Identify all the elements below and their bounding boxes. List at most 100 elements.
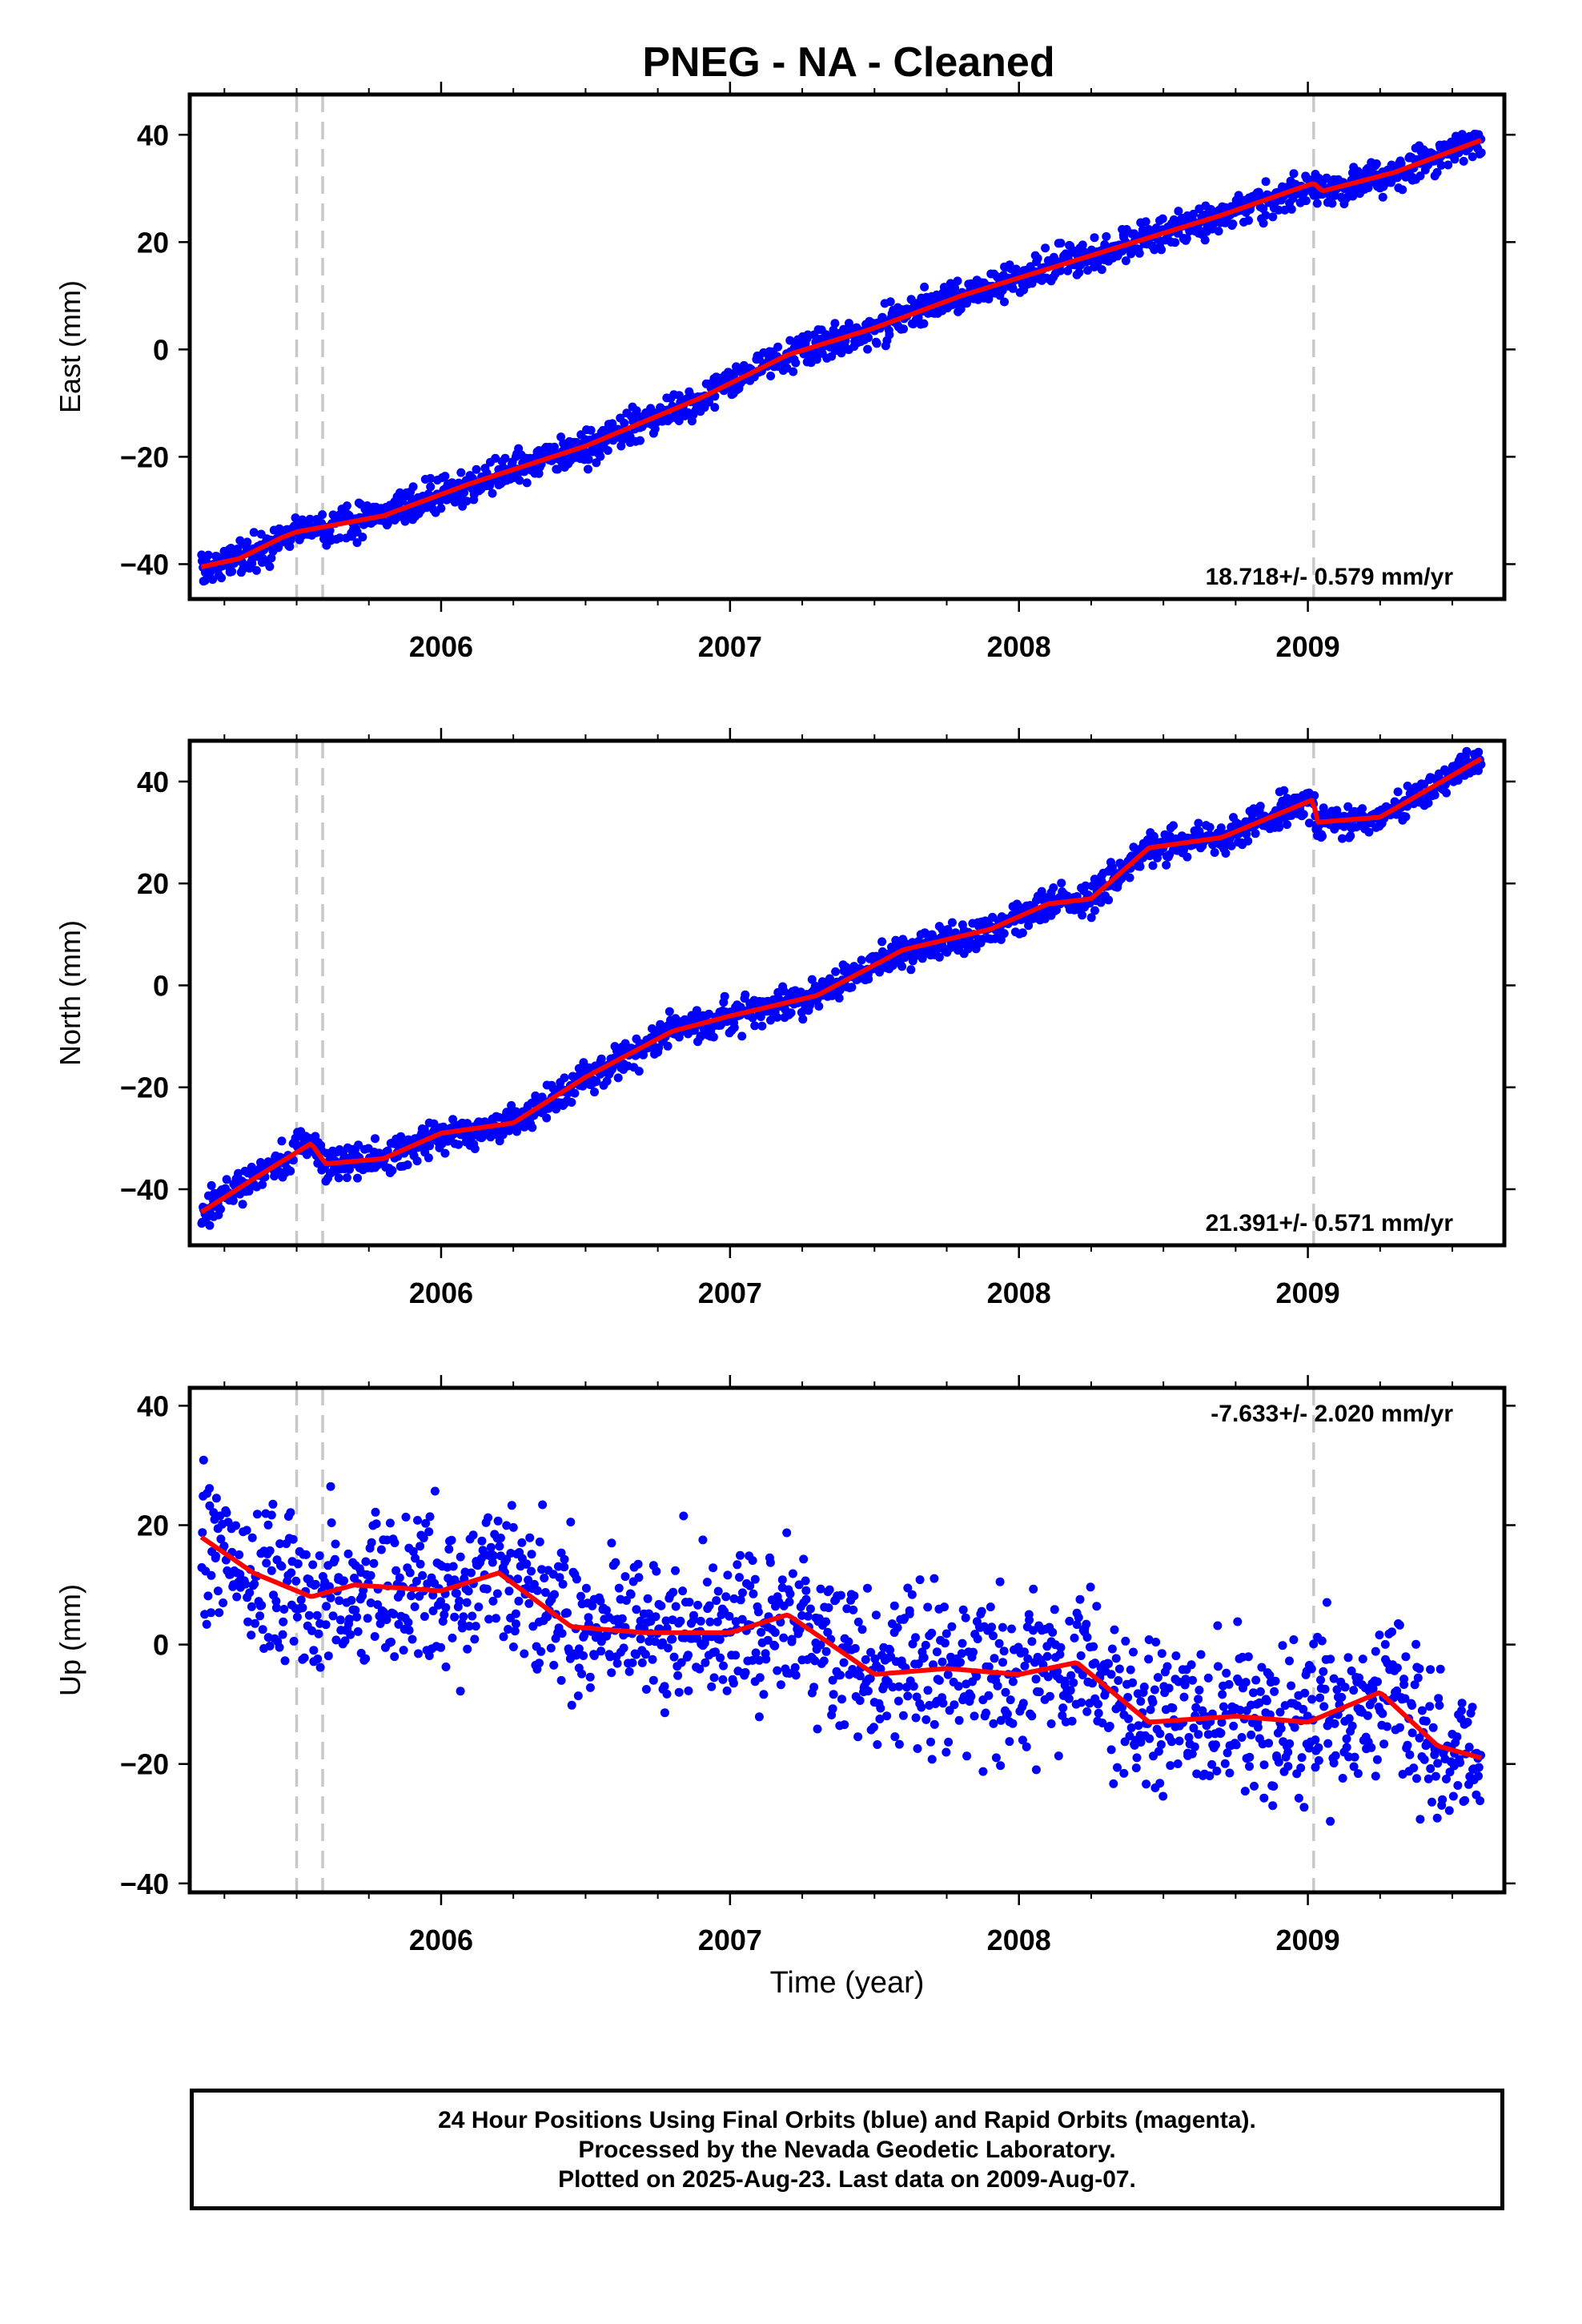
data-point [716, 1653, 725, 1663]
data-point [1090, 233, 1099, 243]
data-point [585, 1683, 595, 1692]
data-point [441, 1602, 451, 1612]
data-point [840, 1720, 849, 1730]
data-point [912, 1692, 921, 1702]
data-point [650, 424, 660, 434]
data-point [920, 282, 930, 292]
data-point [1409, 1763, 1419, 1773]
data-point [1174, 1677, 1183, 1687]
data-point [612, 1659, 622, 1668]
data-point [1212, 1767, 1222, 1775]
data-point [913, 313, 923, 323]
data-point [814, 1614, 824, 1623]
data-point [844, 1637, 853, 1647]
data-point [257, 1601, 267, 1610]
data-point [457, 1618, 467, 1628]
data-point [605, 1652, 615, 1662]
data-point [812, 355, 821, 364]
data-point [598, 425, 608, 435]
data-point [1457, 1706, 1466, 1715]
data-point [484, 1513, 493, 1522]
data-point [535, 1659, 544, 1668]
data-point [733, 1560, 742, 1570]
data-point [602, 1076, 612, 1086]
data-point [1338, 834, 1347, 843]
data-point [331, 1635, 341, 1645]
data-point [1251, 1675, 1261, 1685]
data-point [665, 1007, 674, 1016]
data-point [718, 1675, 728, 1684]
data-point [773, 1012, 782, 1022]
data-point [287, 1568, 296, 1578]
data-point [1235, 1677, 1243, 1687]
data-point [211, 1494, 221, 1503]
data-point [950, 1700, 959, 1710]
data-point [313, 1655, 323, 1663]
data-point [888, 1683, 897, 1692]
data-point [748, 1655, 757, 1665]
data-point [1249, 1688, 1258, 1698]
data-point [866, 1647, 876, 1657]
data-point [250, 1579, 259, 1589]
data-point [584, 1613, 593, 1622]
data-point [419, 1534, 428, 1542]
x-tick-label: 2009 [1276, 1277, 1340, 1309]
data-point [1448, 1791, 1458, 1801]
data-point [1041, 243, 1050, 253]
data-point [456, 1687, 465, 1696]
data-point [1203, 1730, 1213, 1739]
data-point [624, 1667, 634, 1676]
data-point [1214, 227, 1223, 236]
data-point [934, 952, 944, 962]
data-point [731, 1651, 741, 1660]
data-point [923, 1602, 933, 1612]
data-point [626, 1590, 636, 1599]
data-point [312, 1610, 322, 1620]
data-point [861, 1655, 870, 1664]
data-point [1419, 1755, 1429, 1764]
data-point [738, 1588, 747, 1598]
data-point [759, 1690, 769, 1699]
data-point [1274, 1757, 1283, 1767]
data-point [1090, 875, 1099, 884]
data-point [373, 1600, 383, 1610]
data-point [865, 1674, 875, 1683]
data-point [1285, 1656, 1294, 1666]
data-point [245, 1588, 255, 1598]
data-point [1283, 1762, 1293, 1771]
data-point [794, 1580, 804, 1590]
data-point [677, 1658, 686, 1667]
x-tick-label: 2007 [698, 1924, 762, 1956]
data-point [1428, 1723, 1438, 1732]
data-point [327, 1518, 336, 1527]
data-point [889, 1601, 899, 1610]
data-point [1027, 1711, 1037, 1721]
data-point [750, 1021, 760, 1031]
data-point [207, 1570, 216, 1580]
data-point [1305, 818, 1314, 828]
data-point [950, 283, 960, 292]
data-point [911, 1633, 920, 1642]
data-point [917, 1703, 926, 1712]
data-point [754, 1655, 764, 1665]
data-point [1378, 1709, 1387, 1719]
data-point [810, 1656, 820, 1666]
data-point [572, 1574, 581, 1584]
data-point [1445, 1767, 1455, 1777]
data-point [525, 1533, 535, 1542]
data-point [534, 468, 544, 478]
footer-line-2: Processed by the Nevada Geodetic Laborat… [578, 2136, 1116, 2163]
data-point [1153, 1673, 1162, 1683]
data-point [864, 333, 873, 343]
data-point [1459, 156, 1468, 166]
data-point [789, 367, 798, 376]
data-point [770, 1628, 780, 1637]
data-point [596, 1054, 606, 1063]
data-point [602, 1606, 611, 1615]
data-point [428, 1590, 438, 1600]
data-point [1114, 1676, 1123, 1685]
data-point [1371, 1647, 1380, 1656]
data-point [668, 1634, 677, 1644]
data-point [1027, 1637, 1037, 1647]
